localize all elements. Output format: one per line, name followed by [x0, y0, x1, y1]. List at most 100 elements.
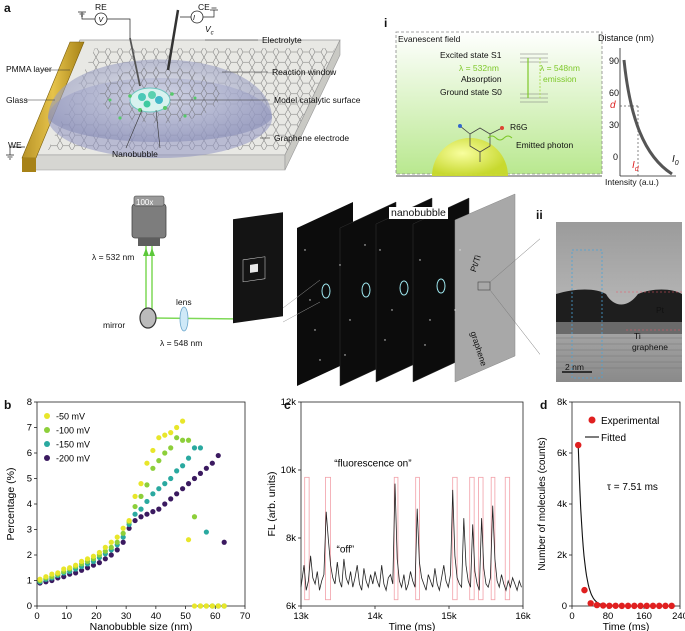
d-point	[649, 602, 657, 610]
b-point	[138, 493, 144, 499]
d-point	[575, 441, 582, 449]
reaction-window-label: Reaction window	[272, 67, 337, 77]
b-point	[108, 552, 114, 558]
d-ylabel: Number of molecules (counts)	[537, 437, 548, 570]
d-point	[612, 602, 619, 609]
b-xtick-label: 40	[151, 611, 162, 622]
d-xtick-label: 160	[636, 611, 652, 622]
b-point	[209, 460, 215, 466]
decay-curve	[622, 59, 673, 176]
b-point	[49, 571, 55, 577]
b-point	[191, 475, 198, 482]
c-xtick-label: 16k	[515, 611, 531, 622]
b-point	[203, 603, 209, 609]
c-on-box	[304, 476, 310, 601]
b-point	[78, 558, 85, 564]
ammeter-symbol: I	[193, 15, 195, 22]
d-point	[606, 602, 613, 609]
optical-path	[131, 193, 540, 387]
c-ytick-label: 10k	[281, 465, 297, 476]
b-legend-marker	[44, 441, 50, 447]
b-point	[102, 556, 108, 562]
b-point	[191, 603, 198, 609]
b-point	[197, 603, 204, 609]
b-point	[191, 514, 198, 520]
b-point	[61, 566, 67, 572]
d-ytick-label: 6k	[557, 448, 567, 459]
d-ytick-label: 4k	[557, 499, 567, 510]
pt-layer	[556, 289, 682, 322]
b-point	[174, 424, 180, 431]
b-ytick-label: 2	[27, 550, 32, 561]
bubble-shape	[432, 138, 508, 176]
b-point	[126, 517, 132, 524]
b-point	[102, 544, 108, 550]
c-on-box	[452, 476, 458, 601]
panel-i-diagram	[395, 31, 676, 177]
b-point	[174, 491, 180, 497]
id-label: Id	[632, 160, 639, 173]
b-point	[203, 529, 209, 535]
we-label: WE	[8, 140, 22, 150]
d-ytick-label: 8k	[557, 397, 567, 408]
b-point	[43, 574, 49, 580]
b-point	[185, 437, 192, 443]
d-ytick-label: 0	[562, 601, 567, 612]
b-point	[120, 530, 126, 536]
b-xlabel: Nanobubble size (nm)	[90, 621, 193, 631]
panel-letter-b: b	[4, 398, 12, 412]
b-point	[180, 418, 186, 424]
b-point	[215, 452, 221, 459]
graphene-electrode-label: Graphene electrode	[274, 133, 350, 143]
emitted-photon-label: Emitted photon	[516, 140, 574, 150]
c-on-box	[478, 476, 484, 601]
b-point	[180, 486, 186, 492]
evanescent-field-box	[395, 31, 603, 175]
d-point	[643, 602, 650, 610]
panel-letter-d: d	[540, 398, 548, 412]
d-point	[631, 602, 638, 610]
intensity-axis-label: Intensity (a.u.)	[605, 177, 659, 187]
b-point	[96, 560, 102, 566]
b-point	[156, 506, 162, 512]
tem-ti-label: Ti	[634, 331, 641, 341]
b-point	[215, 603, 221, 609]
lambda-excitation-label: λ = 532 nm	[92, 252, 135, 262]
ground-state-label: Ground state S0	[440, 87, 502, 97]
re-label: RE	[95, 2, 107, 12]
c-frame	[300, 401, 524, 607]
tem-pt-label: Pt	[656, 305, 665, 315]
b-point	[102, 548, 108, 554]
b-point	[174, 468, 180, 474]
chart-b: 0 10 20 30 40 50 60 70 0 1 2 3 4 5 6 7 8 -50 mV -100 mV -15…	[5, 397, 250, 631]
b-ytick-label: 4	[27, 499, 32, 510]
b-point	[168, 430, 174, 436]
b-point	[144, 460, 150, 466]
absorption-label: Absorption	[461, 74, 502, 84]
excited-state-label: Excited state S1	[440, 50, 502, 60]
b-point	[138, 514, 144, 520]
b-point	[55, 570, 61, 576]
c-xlabel: Time (ms)	[389, 621, 436, 631]
c-ytick-label: 12k	[281, 397, 297, 408]
b-legend-marker	[44, 455, 50, 461]
nanobubble-label: Nanobubble	[112, 149, 158, 159]
b-point	[84, 565, 91, 571]
device-schematic: V I	[6, 7, 341, 172]
b-point	[162, 481, 168, 487]
b-point	[203, 465, 209, 471]
c-trace	[300, 483, 522, 592]
b-point	[108, 544, 114, 550]
d-point	[581, 586, 588, 594]
d-point	[587, 600, 594, 607]
d-point	[599, 602, 607, 609]
b-point	[138, 506, 144, 512]
b-ytick-label: 6	[27, 448, 32, 459]
c-annotation-on: “fluorescence on”	[334, 458, 411, 469]
panel-letter-a: a	[4, 1, 11, 15]
c-ylabel: FL (arb. units)	[266, 472, 278, 537]
b-legend-marker	[44, 413, 50, 419]
b-point	[156, 486, 162, 492]
ce-label: CE	[198, 2, 210, 12]
b-point	[144, 498, 150, 505]
